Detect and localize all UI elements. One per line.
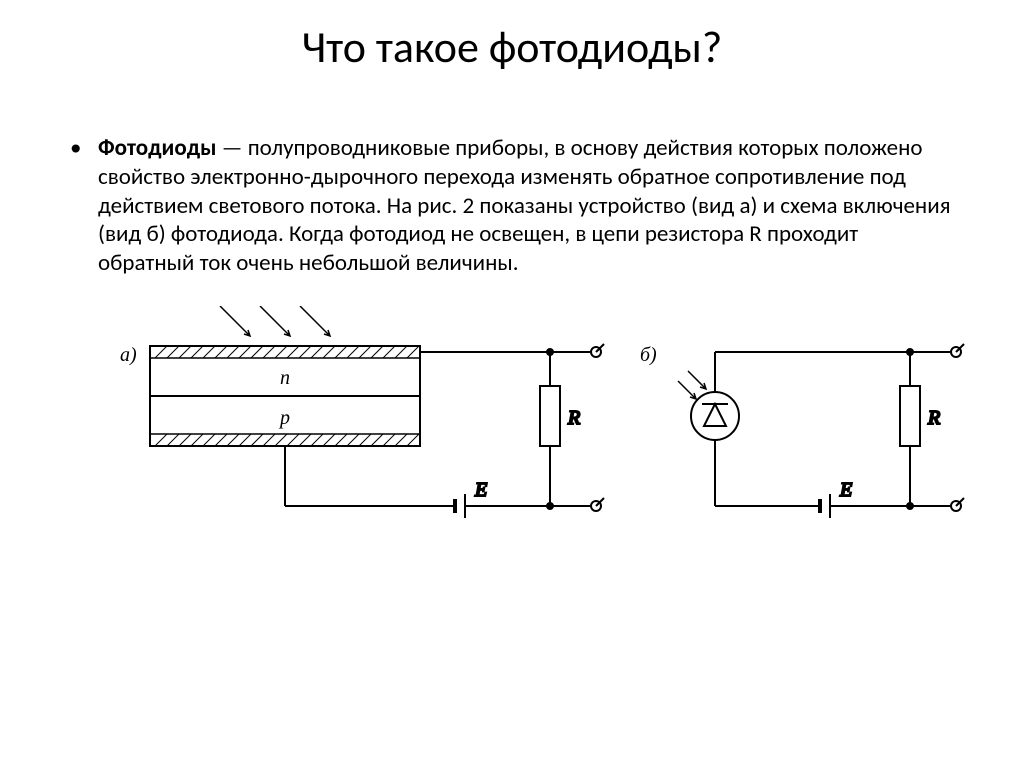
fig-a-label: а) xyxy=(120,344,137,366)
p-label: p xyxy=(278,407,290,429)
resistor-b-label: R xyxy=(927,407,940,429)
source-a-label: E xyxy=(474,479,487,501)
resistor-a-label: R xyxy=(567,407,580,429)
term: Фотодиоды xyxy=(98,134,216,162)
device-structure: n p xyxy=(150,346,420,446)
circuit-a: R E xyxy=(285,344,604,518)
slide-body: • Фотодиоды — полупроводниковые приборы,… xyxy=(70,134,954,278)
bullet-icon: • xyxy=(70,134,81,163)
definition-text: — полупроводниковые приборы, в основу де… xyxy=(98,134,951,277)
n-label: n xyxy=(280,367,290,389)
light-arrows-a xyxy=(220,306,330,336)
slide-title: Что такое фотодиоды? xyxy=(70,20,954,74)
circuit-b: R E xyxy=(678,344,964,518)
fig-b-label: б) xyxy=(640,344,657,366)
source-b-label: E xyxy=(839,479,852,501)
figure: а) xyxy=(70,306,954,556)
photodiode-diagram: а) xyxy=(120,306,1000,556)
